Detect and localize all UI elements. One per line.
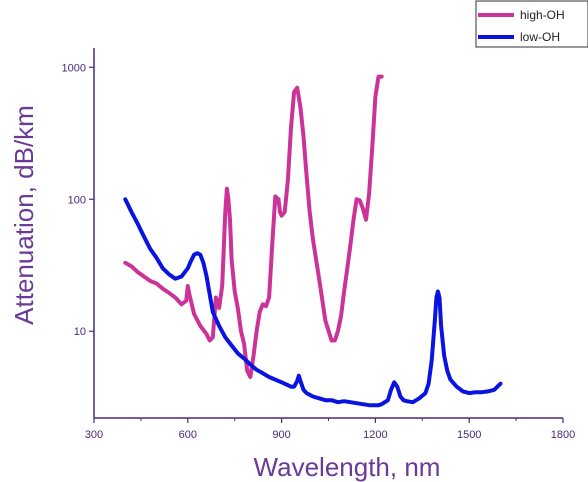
x-axis-ticks: 300 600 900 1200 1500 1800	[85, 418, 575, 441]
y-tick-label: 1000	[62, 62, 86, 74]
x-tick-label: 900	[272, 429, 290, 441]
x-tick-label: 1800	[551, 429, 575, 441]
x-tick-label: 600	[179, 429, 197, 441]
legend-label-low-oh: low-OH	[520, 30, 560, 44]
series-line-low-oh	[123, 197, 503, 408]
y-tick-label: 10	[74, 326, 86, 338]
series-line-high-oh	[123, 74, 384, 379]
y-tick-label: 100	[68, 194, 86, 206]
x-tick-label: 300	[85, 429, 103, 441]
x-axis-title: Wavelength, nm	[254, 452, 441, 482]
series-layer	[123, 74, 503, 408]
y-axis-title: Attenuation, dB/km	[9, 105, 39, 325]
y-axis-ticks: 10 100 1000	[62, 62, 94, 338]
x-tick-label: 1500	[457, 429, 481, 441]
axes	[93, 48, 563, 419]
legend: high-OH low-OH	[475, 0, 588, 48]
legend-label-high-oh: high-OH	[520, 8, 565, 22]
legend-box	[475, 0, 588, 48]
x-tick-label: 1200	[363, 429, 387, 441]
